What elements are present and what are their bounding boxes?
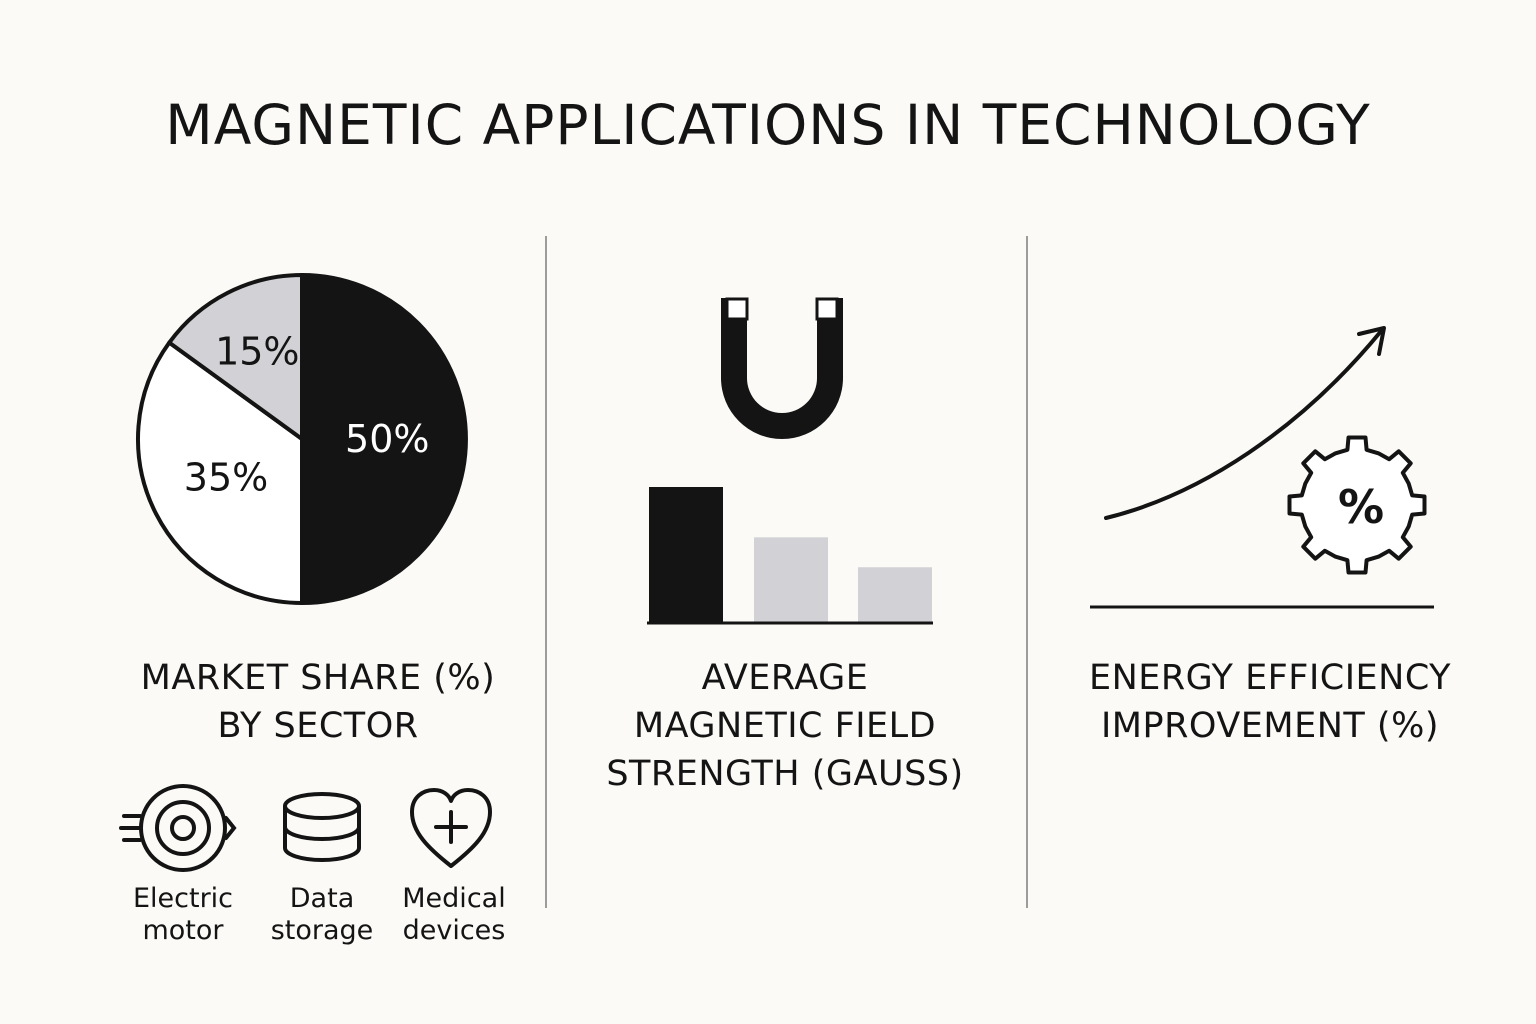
divider-left [545, 236, 547, 908]
gear-percent-symbol: % [1338, 480, 1384, 534]
pie-slice-label-2: 15% [215, 329, 299, 373]
pie-slice-label-0: 50% [345, 417, 429, 461]
bar-2 [858, 567, 932, 623]
pie-slice-2 [167, 273, 304, 441]
sector-label-electric-motor: Electric motor [132, 883, 234, 946]
bar-1 [754, 537, 828, 623]
pie-slice-0 [300, 273, 468, 605]
pie-slice-label-1: 35% [184, 456, 268, 500]
trend-arrow-head [1357, 326, 1386, 356]
gear-icon [1287, 435, 1427, 575]
efficiency-caption: ENERGY EFFICIENCY IMPROVEMENT (%) [1088, 658, 1452, 746]
bars [649, 487, 932, 623]
pie-slices: 50% 35% 15% [136, 273, 468, 605]
page-title: MAGNETIC APPLICATIONS IN TECHNOLOGY [165, 93, 1371, 157]
divider-right [1026, 236, 1028, 908]
field-strength-caption: AVERAGE MAGNETIC FIELD STRENGTH (GAUSS) [606, 658, 964, 794]
bar-0 [649, 487, 723, 623]
sector-label-data-storage: Data storage [270, 883, 374, 946]
market-share-caption: MARKET SHARE (%) BY SECTOR [140, 658, 496, 746]
pie-slice-1 [136, 340, 304, 605]
sector-label-medical-devices: Medical devices [402, 883, 506, 946]
trend-line [1104, 328, 1384, 520]
